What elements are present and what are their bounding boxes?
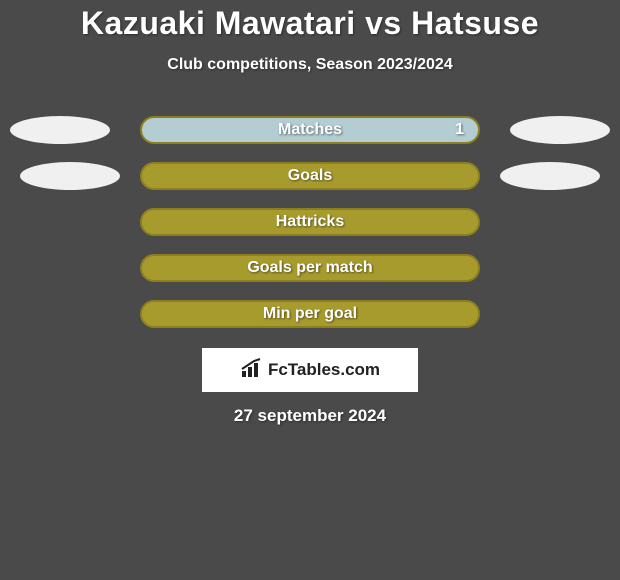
logo-box[interactable]: FcTables.com [202,348,418,392]
page-title: Kazuaki Mawatari vs Hatsuse [81,5,539,42]
stat-value-right: 1 [455,121,464,139]
right-ellipse [510,116,610,144]
stat-label: Min per goal [142,305,478,323]
stat-row-matches: Matches 1 [0,116,620,144]
stat-row-goals: Goals [0,162,620,190]
stat-bar: Matches 1 [140,116,480,144]
right-ellipse [500,162,600,190]
stat-bar: Goals [140,162,480,190]
stat-row-hattricks: Hattricks [0,208,620,236]
left-ellipse [20,162,120,190]
chart-icon [240,357,264,384]
stat-label: Matches [142,121,478,139]
stat-label: Goals [142,167,478,185]
stat-row-goals-per-match: Goals per match [0,254,620,282]
stat-bar: Hattricks [140,208,480,236]
stat-label: Hattricks [142,213,478,231]
comparison-card: Kazuaki Mawatari vs Hatsuse Club competi… [0,0,620,580]
stat-bar: Goals per match [140,254,480,282]
stat-row-min-per-goal: Min per goal [0,300,620,328]
page-subtitle: Club competitions, Season 2023/2024 [167,56,452,74]
stat-rows: Matches 1 Goals Hattricks Goals per matc… [0,116,620,328]
logo-text: FcTables.com [268,360,380,380]
left-ellipse [10,116,110,144]
stat-label: Goals per match [142,259,478,277]
date-label: 27 september 2024 [234,406,386,426]
stat-bar: Min per goal [140,300,480,328]
